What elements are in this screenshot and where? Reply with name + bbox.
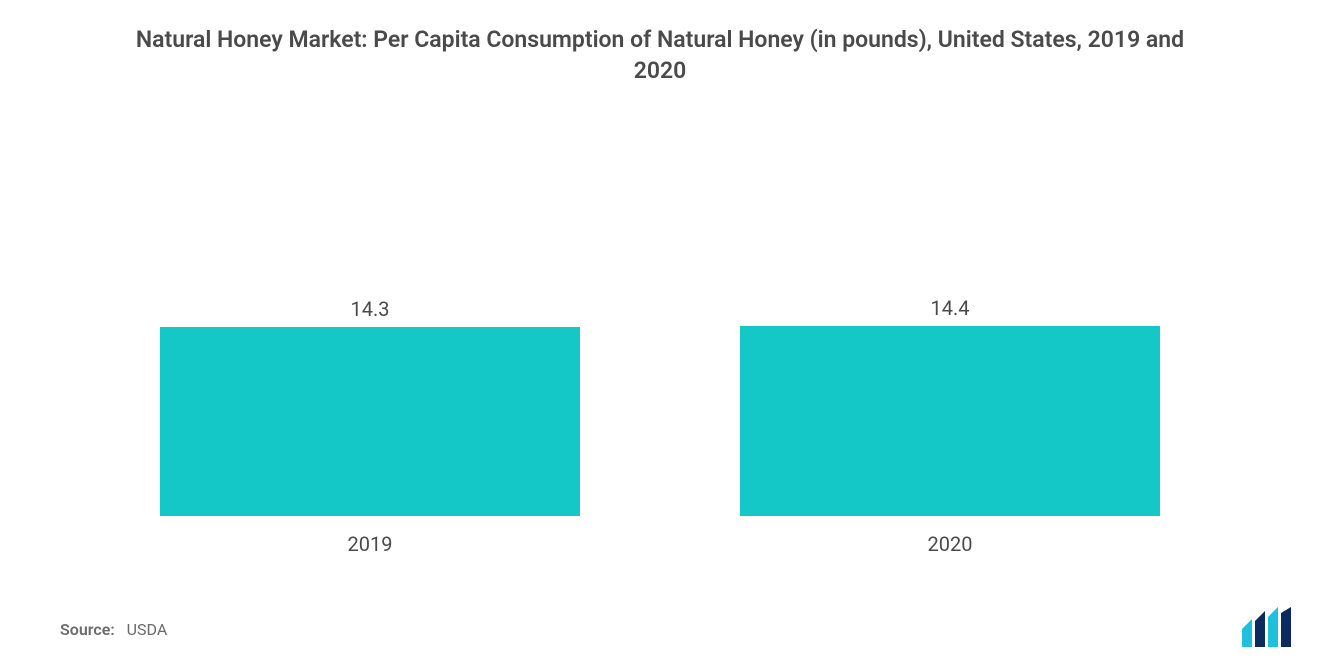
logo-bars — [1242, 607, 1291, 647]
logo-bar-4 — [1281, 607, 1291, 647]
brand-logo-icon — [1240, 607, 1296, 647]
bar-rect — [160, 327, 580, 516]
chart-title: Natural Honey Market: Per Capita Consump… — [110, 24, 1210, 86]
bar-group: 14.4 — [740, 296, 1160, 516]
bar-value-label: 14.3 — [351, 297, 390, 321]
chart-container: Natural Honey Market: Per Capita Consump… — [0, 0, 1320, 665]
source-label: Source: — [60, 620, 115, 639]
bar-group: 14.3 — [160, 297, 580, 516]
source-line: Source: USDA — [60, 620, 167, 639]
logo-bar-3 — [1268, 607, 1278, 647]
labels-row: 2019 2020 — [60, 532, 1260, 556]
logo-bar-1 — [1242, 619, 1252, 647]
bar-rect — [740, 326, 1160, 516]
bar-value-label: 14.4 — [931, 296, 970, 320]
logo-bar-2 — [1255, 611, 1265, 647]
bar-category-label: 2019 — [160, 532, 580, 556]
source-text: USDA — [127, 620, 168, 639]
plot-area: 14.3 14.4 2019 2020 — [60, 126, 1260, 556]
bars-row: 14.3 14.4 — [60, 186, 1260, 516]
bar-category-label: 2020 — [740, 532, 1160, 556]
